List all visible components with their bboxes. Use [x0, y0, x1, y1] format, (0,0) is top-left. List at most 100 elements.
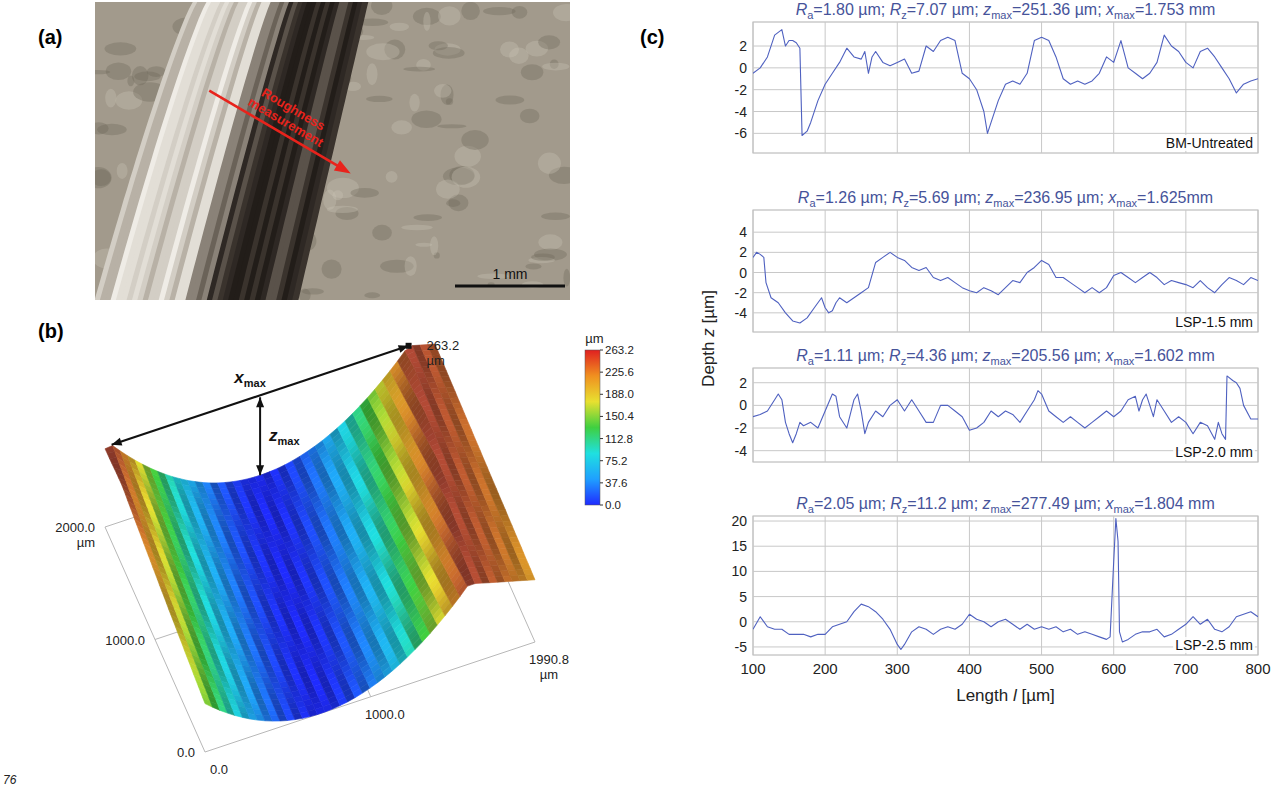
surface-cell [439, 371, 449, 377]
surface-cell [443, 382, 453, 388]
text-part: measurement [246, 94, 327, 150]
surface-cell [482, 473, 492, 479]
photo-texture [409, 94, 419, 112]
surface-cell [509, 537, 519, 543]
surface-cell [475, 457, 485, 463]
scale-bar [455, 285, 565, 288]
photo-texture [429, 41, 448, 50]
photo-texture [117, 163, 128, 179]
photo-texture [97, 124, 127, 136]
photo-texture [538, 153, 561, 174]
photo-texture [452, 167, 481, 188]
photo-texture [525, 264, 541, 270]
groove-stripe [293, 2, 368, 300]
photo-texture [95, 167, 112, 188]
floor-grid [155, 530, 485, 640]
photo-texture [461, 130, 488, 150]
photo-texture [106, 62, 131, 80]
surface-cell [457, 414, 467, 420]
panel-letter: (a) [38, 26, 62, 48]
surface-cell [491, 494, 501, 500]
photo-texture [403, 67, 435, 72]
photo-texture [483, 7, 516, 15]
photo-texture [542, 63, 569, 71]
surface-cell [487, 483, 497, 489]
surface-cell [450, 398, 460, 404]
surface-cell [512, 542, 522, 548]
photo-texture [434, 84, 452, 98]
photo-texture [446, 98, 453, 105]
photo-texture [367, 63, 378, 85]
photo-texture [386, 171, 398, 183]
photo-texture [95, 169, 111, 186]
photo-texture [446, 199, 460, 207]
photo-texture [437, 124, 466, 128]
scale-bar-label: 1 mm [493, 266, 528, 282]
surface-cell [478, 462, 488, 468]
photo-texture [302, 288, 324, 294]
surface-cell [446, 387, 456, 393]
photo-texture [372, 225, 392, 241]
photo-texture [553, 4, 570, 21]
surface-3d [105, 344, 535, 752]
surface-cell [455, 408, 465, 414]
photo-texture [538, 234, 562, 250]
photo-texture [438, 6, 460, 25]
photo-texture [366, 96, 392, 102]
surface-cell [505, 526, 515, 532]
photo-texture [411, 110, 441, 128]
surface-cell [493, 499, 503, 505]
photo-texture [496, 96, 525, 105]
surface-cell [441, 376, 451, 382]
photo-texture [127, 75, 134, 86]
photo-texture [390, 23, 409, 31]
photo-texture [423, 12, 430, 31]
annotation-arrow: Roughnessmeasurement [206, 61, 368, 178]
photo-texture [401, 225, 432, 231]
photo-texture [364, 292, 380, 298]
surface-cell [464, 430, 474, 436]
floor-grid [435, 417, 535, 642]
surface-cell [500, 516, 510, 522]
photo-texture [333, 190, 344, 200]
surface-cell [489, 489, 499, 495]
surface-cell [514, 548, 524, 554]
photo-texture [520, 109, 540, 124]
photo-texture [563, 269, 570, 287]
photo-texture [521, 64, 543, 80]
photo-texture [461, 2, 480, 20]
page-number: 76 [3, 773, 17, 787]
arrow-head [334, 160, 354, 178]
photo-texture [531, 253, 555, 260]
surface-cell [507, 532, 517, 538]
floor-grid [271, 472, 371, 697]
annotation: Roughnessmeasurement [246, 81, 335, 150]
surface-cell [498, 510, 508, 516]
photo-texture [541, 213, 570, 221]
photo-texture [371, 2, 392, 15]
photo-texture [512, 6, 528, 19]
surface-cell [459, 419, 469, 425]
figure: 76Roughnessmeasurement1 mm(a)0.01000.019… [0, 0, 1285, 791]
photo-texture [350, 188, 378, 198]
surface-cell [480, 467, 490, 473]
photo-texture [430, 236, 438, 255]
photo-texture [391, 120, 412, 134]
surface-cell [473, 451, 483, 457]
photo [95, 2, 570, 300]
surface-cell [484, 478, 494, 484]
photo-texture [105, 42, 137, 55]
photo-texture [405, 256, 417, 276]
photo-texture [538, 35, 560, 49]
surface-cell [453, 403, 463, 409]
floor-grid [205, 642, 535, 752]
surface-cell [503, 521, 513, 527]
surface-cell [516, 553, 526, 559]
photo-texture [147, 66, 166, 77]
photo-texture [322, 260, 342, 279]
photo-texture [366, 43, 399, 60]
surface-cell [471, 446, 481, 452]
photo-texture [415, 243, 432, 247]
surface-cell [496, 505, 506, 511]
surface-cell [448, 392, 458, 398]
